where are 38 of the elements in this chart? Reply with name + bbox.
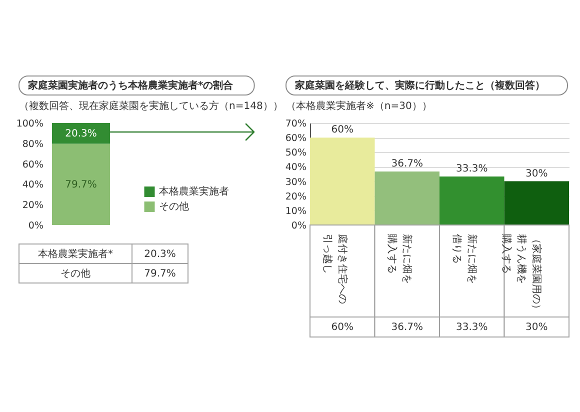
y-tick-label: 50% xyxy=(285,148,306,159)
y-tick-label: 10% xyxy=(285,206,306,217)
data-label: 30% xyxy=(526,322,548,333)
text: 本格農業実施者* xyxy=(38,248,113,260)
text: 20.3% xyxy=(144,248,176,260)
x-tick-label: （家庭菜園用の）耕うん機を購入する xyxy=(500,234,543,314)
x-tick-label: 新たに畑を購入する xyxy=(386,234,414,284)
text: 33.3% xyxy=(456,163,488,174)
text: （複数回答、現在家庭菜園を実施している方（n=148）） xyxy=(19,100,283,112)
data-label: 79.7% xyxy=(65,179,97,190)
text: 79.7% xyxy=(144,268,176,280)
y-tick-label: 40% xyxy=(285,162,306,174)
y-tick-label: 80% xyxy=(22,138,44,150)
text: その他 xyxy=(60,267,90,280)
y-tick-label: 0% xyxy=(291,220,306,232)
chart-title: 家庭菜園を経験して、実際に行動したこと（複数回答） xyxy=(294,80,545,92)
y-tick-label: 70% xyxy=(285,118,306,130)
data-label: 36.7% xyxy=(391,322,424,333)
y-tick-label: 20% xyxy=(22,200,44,212)
legend-label: その他 xyxy=(159,200,189,213)
legend-label: 本格農業実施者 xyxy=(159,186,229,198)
y-tick-label: 30% xyxy=(285,176,306,188)
y-tick-label: 60% xyxy=(285,133,306,144)
y-tick-label: 100% xyxy=(16,118,44,130)
text: 30% xyxy=(526,168,548,180)
chart-subtitle: （本格農業実施者※（n=30）） xyxy=(286,100,432,112)
text: 36.7% xyxy=(391,158,424,170)
y-tick-label: 40% xyxy=(22,180,44,191)
x-tick-label: 庭付き住宅への引っ越し xyxy=(321,234,348,304)
y-tick-label: 0% xyxy=(28,220,44,232)
text: 家庭菜園実施者のうち本格農業実施者*の割合 xyxy=(27,80,234,92)
y-tick-label: 60% xyxy=(22,159,44,170)
data-label: 60% xyxy=(331,322,354,333)
x-tick-label: 新たに畑を借りる xyxy=(450,234,478,284)
data-label: 33.3% xyxy=(456,322,488,333)
data-label: 20.3% xyxy=(65,128,97,140)
y-tick-label: 20% xyxy=(285,191,306,202)
text: 60% xyxy=(331,124,354,136)
